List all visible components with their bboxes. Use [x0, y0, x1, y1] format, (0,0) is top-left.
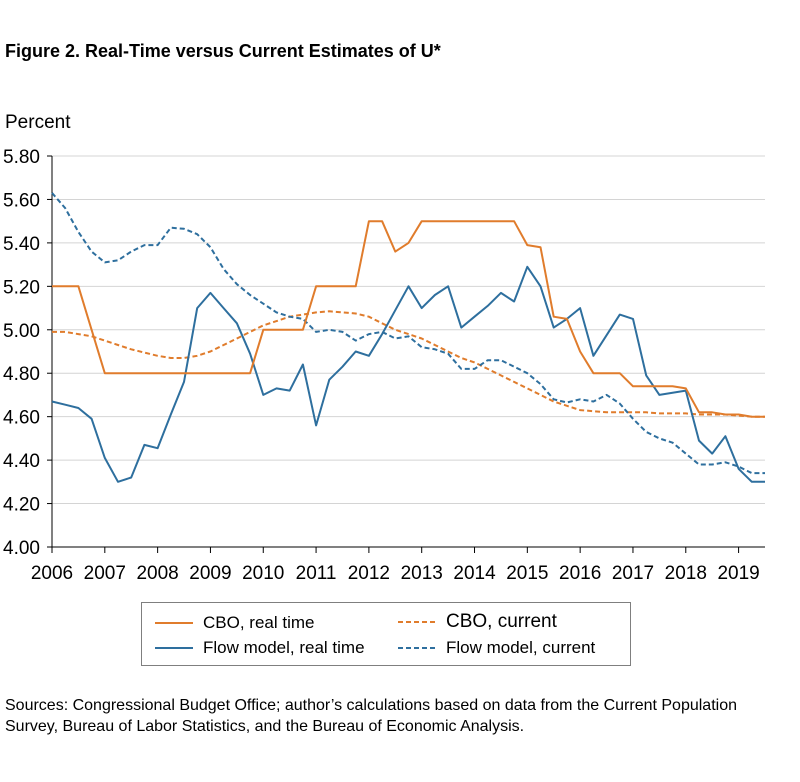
legend-label: Flow model, real time: [203, 638, 365, 657]
series-line-flow-model-current: [51, 192, 765, 475]
legend-swatch-dashed-orange: [398, 621, 436, 623]
legend-swatch-solid-orange: [155, 622, 193, 624]
x-tick-label: 2018: [665, 563, 707, 584]
series-line-cbo-current: [52, 310, 765, 418]
legend-item-cbo-current: CBO, current: [398, 611, 557, 633]
legend-label: CBO, current: [446, 611, 557, 632]
x-tick-label: 2011: [296, 563, 337, 584]
gridlines: [52, 155, 765, 505]
sources-note: Sources: Congressional Budget Office; au…: [5, 697, 737, 735]
y-tick-label: 4.00: [3, 538, 40, 559]
y-tick-label: 5.00: [3, 321, 40, 342]
x-tick-label: 2015: [506, 563, 548, 584]
line-chart: Percent 4.00 4.20 4.40 4.60 4.80 5.00 5.20 5.40…: [3, 112, 765, 584]
legend: CBO, real time Flow model, real time CBO…: [141, 602, 631, 666]
series-lines: [51, 192, 765, 483]
series-line-flow-model-real-time: [51, 265, 765, 483]
y-tick-label: 4.20: [3, 495, 40, 516]
axes: Percent 4.00 4.20 4.40 4.60 4.80 5.00 5.20 5.40…: [3, 112, 765, 584]
legend-label: CBO, real time: [203, 613, 315, 632]
legend-swatch-solid-blue: [155, 647, 193, 649]
y-axis-label: Percent: [5, 112, 71, 133]
y-tick-label: 5.60: [3, 190, 40, 211]
series-line-cbo-real-time: [52, 220, 765, 418]
legend-swatch-dashed-blue: [398, 647, 436, 649]
y-tick-label: 4.60: [3, 408, 40, 429]
x-tick-label: 2006: [31, 563, 73, 584]
x-tick-label: 2016: [559, 563, 601, 584]
x-tick-label: 2014: [453, 563, 496, 584]
x-tick-label: 2007: [84, 563, 126, 584]
y-tick-label: 5.80: [3, 147, 40, 168]
y-tick-label: 5.20: [3, 277, 40, 298]
legend-item-flow-model-real-time: Flow model, real time: [155, 638, 365, 658]
y-tick-label: 4.40: [3, 451, 40, 472]
legend-item-flow-model-current: Flow model, current: [398, 638, 595, 658]
y-tick-label: 5.40: [3, 234, 40, 255]
x-tick-label: 2012: [348, 563, 390, 584]
legend-label: Flow model, current: [446, 638, 596, 657]
legend-item-cbo-real-time: CBO, real time: [155, 613, 314, 633]
x-tick-label: 2009: [189, 563, 231, 584]
x-tick-label: 2010: [242, 563, 284, 584]
x-tick-label: 2013: [401, 563, 443, 584]
y-tick-label: 4.80: [3, 364, 40, 385]
x-tick-label: 2017: [612, 563, 654, 584]
x-tick-label: 2008: [136, 563, 178, 584]
x-tick-label: 2019: [717, 563, 759, 584]
figure-title: Figure 2. Real-Time versus Current Estim…: [5, 41, 441, 61]
